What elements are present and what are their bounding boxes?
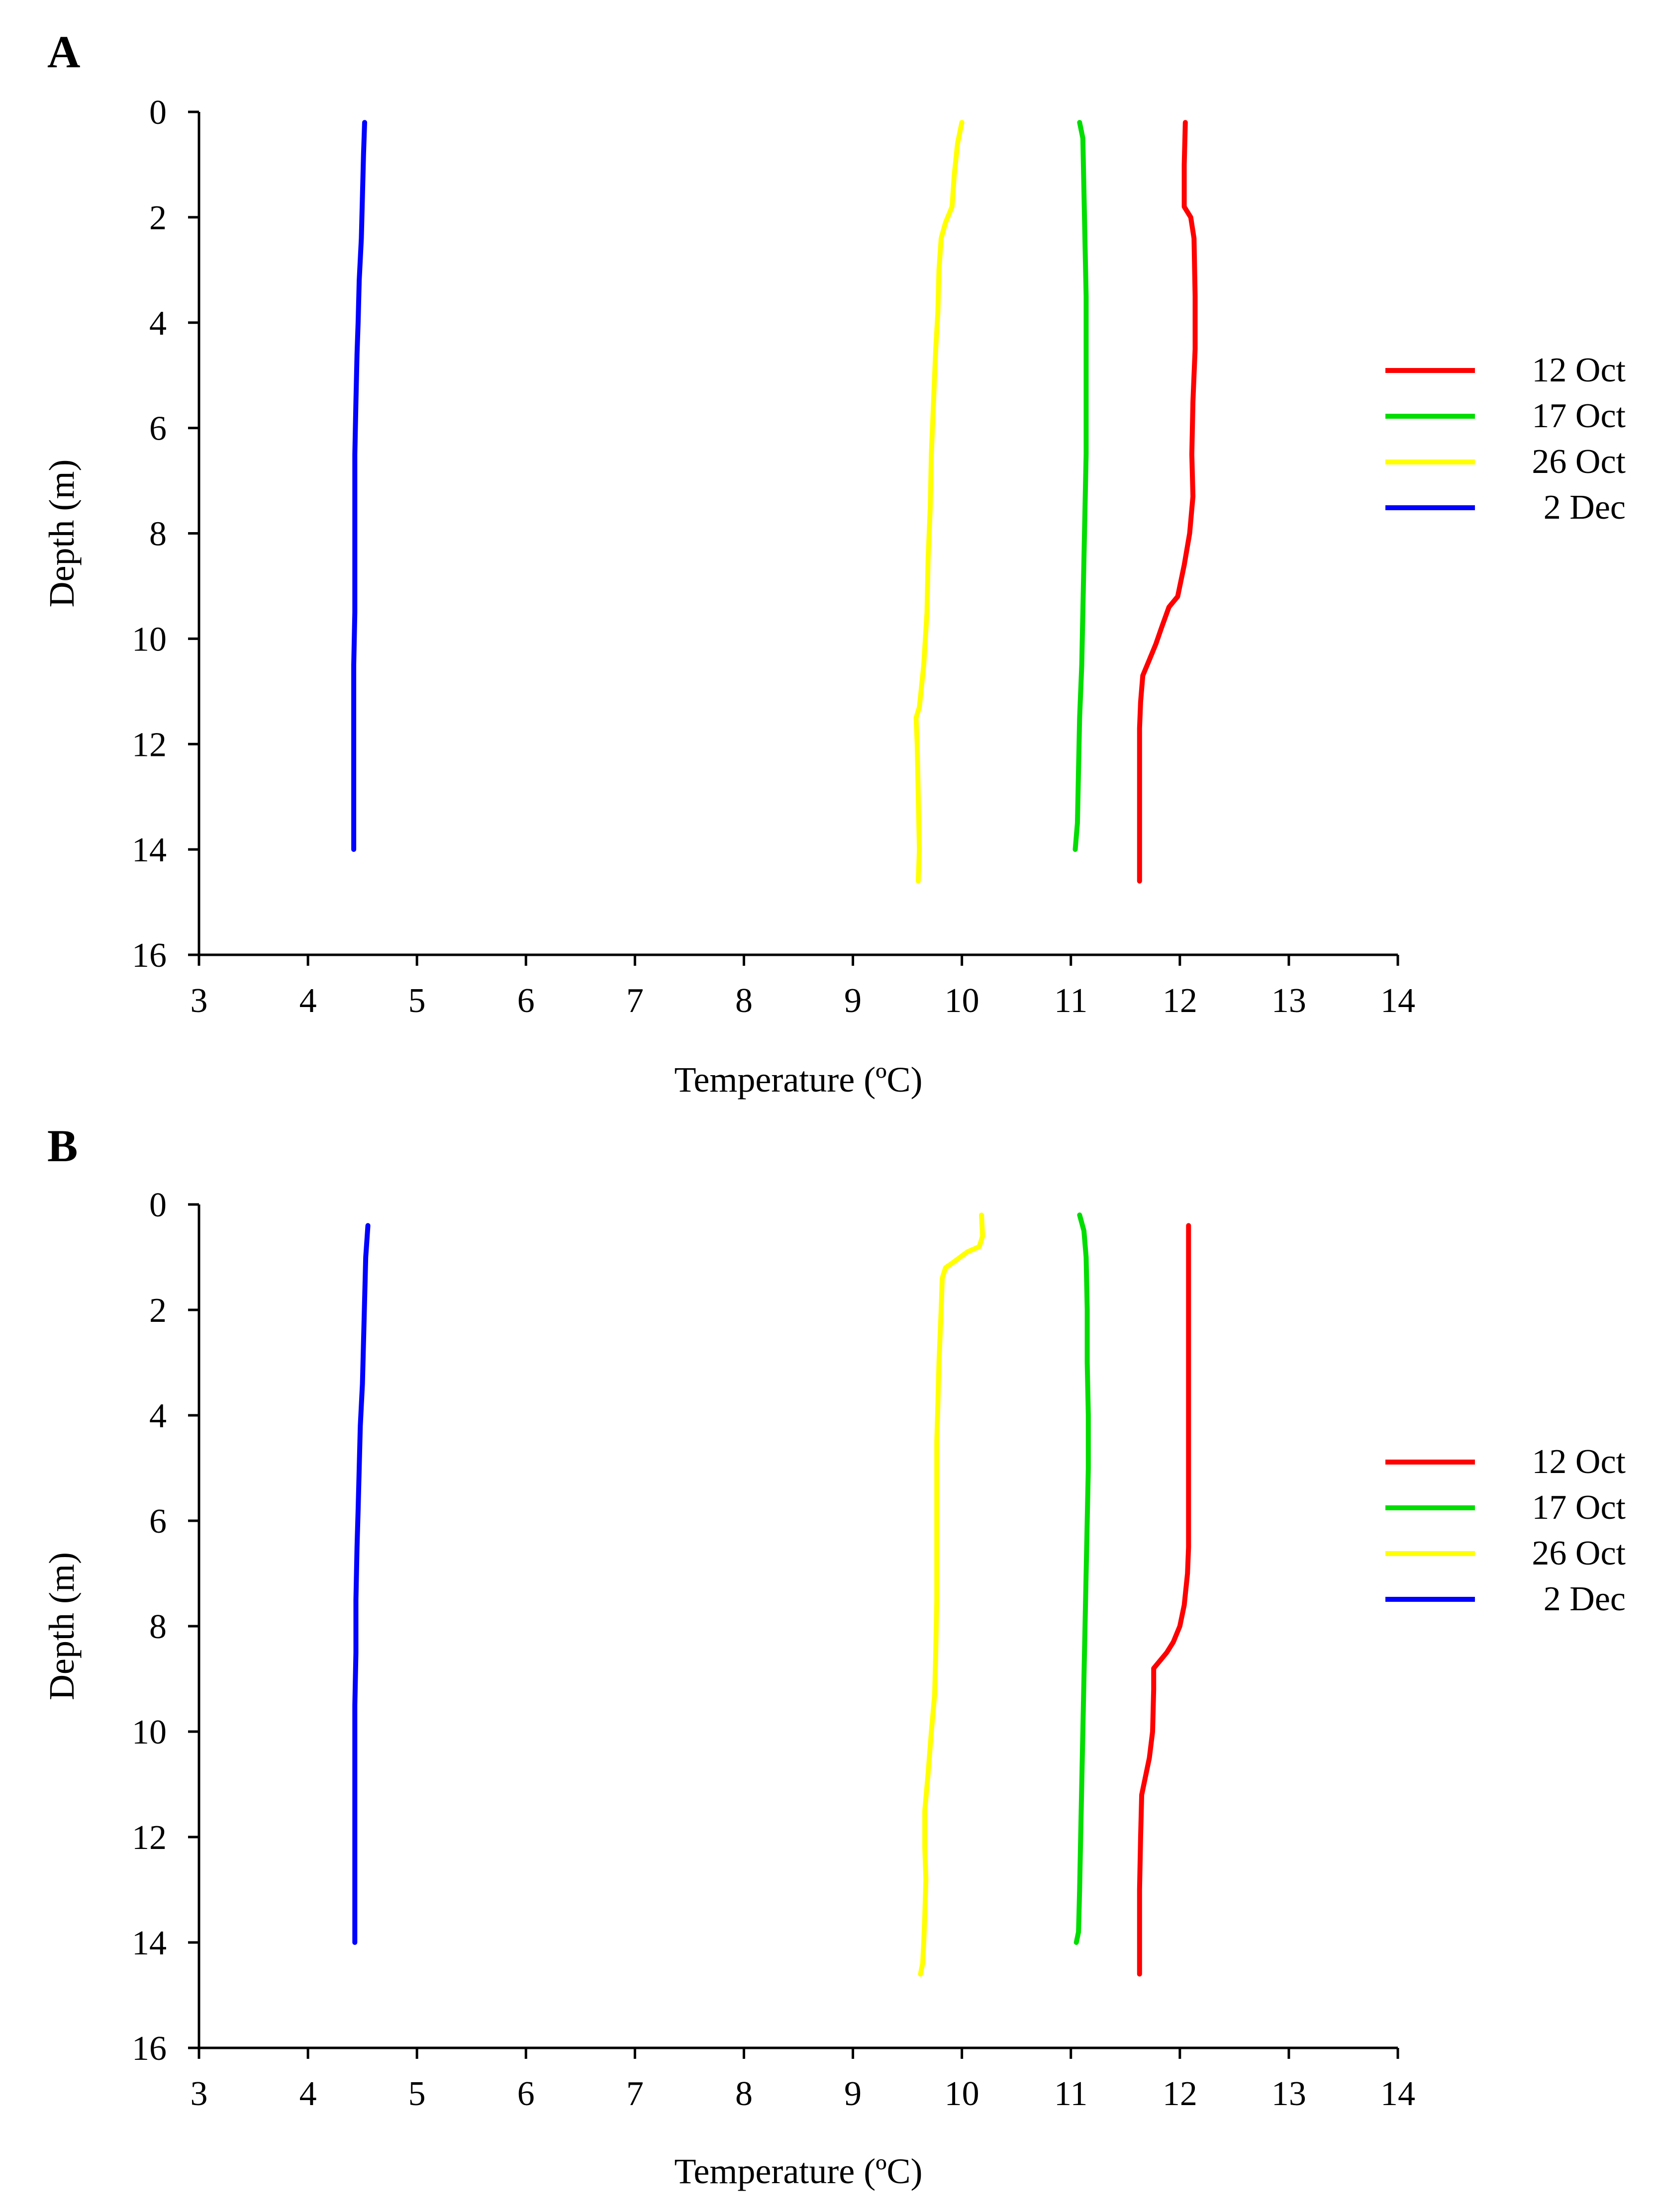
x-tick-label: 10 <box>945 982 979 1020</box>
y-axis-title: Depth (m) <box>42 460 82 608</box>
x-tick-label: 10 <box>945 2075 979 2113</box>
y-tick-label: 6 <box>149 410 167 448</box>
x-tick-label: 12 <box>1163 982 1197 1020</box>
y-tick-label: 14 <box>132 831 167 869</box>
x-tick-label: 12 <box>1163 2075 1197 2113</box>
legend-label: 12 Oct <box>1532 351 1626 389</box>
x-tick-label: 13 <box>1271 2075 1306 2113</box>
x-tick-label: 3 <box>191 982 208 1020</box>
x-tick-label: 8 <box>735 982 753 1020</box>
legend-label: 2 Dec <box>1544 1580 1626 1618</box>
chart-panel-a: A 0 2 4 6 8 10 12 14 16 3 4 5 6 7 8 9 10 11 12 13 14 Temperatu… <box>42 26 1626 1100</box>
x-tick-label: 3 <box>191 2075 208 2113</box>
legend-label: 26 Oct <box>1532 1534 1626 1572</box>
legend: 12 Oct 17 Oct 26 Oct 2 Dec <box>1385 1443 1626 1618</box>
series-line-26-oct <box>913 120 965 884</box>
x-tick-label: 7 <box>626 2075 644 2113</box>
y-tick-label: 8 <box>149 515 167 553</box>
legend-label: 2 Dec <box>1544 488 1626 527</box>
legend: 12 Oct 17 Oct 26 Oct 2 Dec <box>1385 351 1626 527</box>
x-tick-label: 4 <box>299 2075 317 2113</box>
x-tick-label: 4 <box>299 982 317 1020</box>
series-line-12-oct <box>1137 1223 1191 1977</box>
y-tick-label: 6 <box>149 1502 167 1541</box>
y-tick-label: 4 <box>149 1397 167 1435</box>
legend-label: 17 Oct <box>1532 1488 1626 1527</box>
y-tick-label: 0 <box>149 93 167 132</box>
series-line-17-oct <box>1072 120 1089 852</box>
x-tick-label: 9 <box>844 2075 862 2113</box>
y-tick-label: 12 <box>132 1819 167 1857</box>
panel-label: B <box>47 1120 78 1171</box>
y-tick-label: 16 <box>132 936 167 975</box>
series-line-26-oct <box>918 1212 985 1977</box>
x-tick-label: 13 <box>1271 982 1306 1020</box>
y-tick-label: 0 <box>149 1186 167 1224</box>
legend-label: 12 Oct <box>1532 1443 1626 1481</box>
x-tick-label: 11 <box>1054 2075 1087 2113</box>
x-tick-label: 14 <box>1380 982 1415 1020</box>
x-axis-title: Temperature (ºC) <box>674 2151 922 2191</box>
x-tick-label: 8 <box>735 2075 753 2113</box>
x-tick-label: 7 <box>626 982 644 1020</box>
y-tick-label: 12 <box>132 726 167 764</box>
series-line-2-dec <box>352 1223 371 1945</box>
y-tick-label: 16 <box>132 2029 167 2068</box>
y-tick-label: 8 <box>149 1608 167 1646</box>
y-axis-title: Depth (m) <box>42 1552 82 1700</box>
x-tick-label: 6 <box>517 982 535 1020</box>
x-tick-label: 9 <box>844 982 862 1020</box>
panel-label: A <box>47 26 80 77</box>
y-tick-label: 10 <box>132 1713 167 1751</box>
chart-panel-b: B 0 2 4 6 8 10 12 14 16 3 4 5 6 7 8 9 10 11 12 13 14 Temperatu… <box>42 1120 1626 2191</box>
y-tick-label: 2 <box>149 199 167 237</box>
x-axis-title: Temperature (ºC) <box>674 1060 922 1100</box>
y-tick-label: 10 <box>132 620 167 658</box>
series-line-2-dec <box>351 120 367 852</box>
series-line-12-oct <box>1137 120 1198 884</box>
y-tick-label: 14 <box>132 1924 167 1962</box>
x-tick-label: 5 <box>408 2075 426 2113</box>
x-tick-label: 5 <box>408 982 426 1020</box>
legend-label: 26 Oct <box>1532 443 1626 481</box>
y-tick-label: 4 <box>149 304 167 343</box>
y-tick-label: 2 <box>149 1291 167 1330</box>
legend-label: 17 Oct <box>1532 397 1626 435</box>
series-line-17-oct <box>1073 1212 1091 1945</box>
x-tick-label: 6 <box>517 2075 535 2113</box>
x-tick-label: 14 <box>1380 2075 1415 2113</box>
x-tick-label: 11 <box>1054 982 1087 1020</box>
